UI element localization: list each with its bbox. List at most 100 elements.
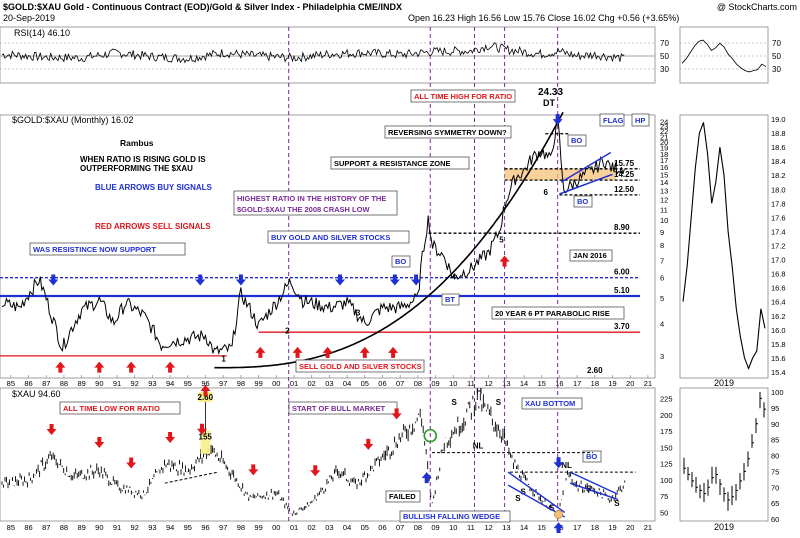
inset-ratio-line [682,122,766,371]
atl-highlight [200,430,211,454]
inset-ratio-y-tick: 16.6 [771,284,786,293]
annotation-all-time-high-box [410,89,516,103]
hline-value: 8.90 [614,223,630,232]
xau-annotation-bo: BO [586,452,597,461]
xau-sell-arrow [310,465,321,477]
annotation-buy-stocks: BUY GOLD AND SILVER STOCKS [271,233,390,242]
xau-annotation-bfw-box [399,510,511,523]
ratio-x-tick: 14 [520,379,528,388]
xau-x-tick: 93 [148,523,156,532]
xau-annotation-failed-box [385,490,421,503]
inset-rsi-y-tick: 70 [772,39,781,48]
ratio-x-tick: 89 [77,379,85,388]
inset-xau-y-tick: 60 [771,515,779,524]
annotation-bo-2: BO [577,197,588,206]
annotation-flag: FLAG [603,116,624,125]
parabolic-curve [214,111,564,369]
ratio-x-tick: 02 [308,379,316,388]
annotation-ratio-rising-2: OUTPERFORMING THE $XAU [80,164,193,173]
annotation-parabolic-box [491,306,625,320]
ratio-y-tick: 12 [660,196,668,205]
annotation-highest-ratio-1: HIGHEST RATIO IN THE HISTORY OF THE [237,194,386,203]
xau-x-tick: 08 [414,523,422,532]
ratio-x-tick: 93 [148,379,156,388]
inset-ratio-y-tick: 18.2 [771,171,786,180]
xau-x-tick: 18 [591,523,599,532]
annotation-sell-stocks-box [295,359,425,373]
xau-x-tick: 14 [520,523,528,532]
xau-nl-label-2: NL [561,461,572,470]
parabola-point-label: 6 [544,188,549,197]
inset-xau-y-tick: 65 [771,499,779,508]
ratio-y-tick: 15 [660,170,668,179]
ratio-x-tick: 88 [60,379,68,388]
xau-sell-arrow [391,408,402,420]
ratio-x-tick: 86 [24,379,32,388]
xau-annotation-bfw: BULLISH FALLING WEDGE [403,512,500,521]
annotation-ratio-rising-1: WHEN RATIO IS RISING GOLD IS [80,155,206,164]
inset-rsi-line [681,39,767,73]
xau-annotation-bo-box [582,450,602,463]
xau-x-tick: 06 [378,523,386,532]
ratio-y-tick: 18 [660,150,668,159]
ratio-x-tick: 21 [644,379,652,388]
annotation-rambus: Rambus [120,138,154,148]
annotation-bo-1: BO [571,136,582,145]
ratio-x-tick: 15 [538,379,546,388]
xau-x-tick: 90 [95,523,103,532]
xau-x-tick: 19 [608,523,616,532]
ratio-x-tick: 95 [184,379,192,388]
xau-x-tick: 95 [184,523,192,532]
xau-hs-label: S [521,487,527,496]
inset-ratio-y-tick: 19.0 [771,115,786,124]
annotation-sr-zone: SUPPORT & RESISTANCE ZONE [334,159,451,168]
sell-signal-arrow [94,361,105,373]
ratio-x-tick: 03 [325,379,333,388]
ohlc-readout: Open 16.23 High 16.56 Low 15.76 Close 16… [408,13,679,23]
xau-hs-label: S [614,499,620,508]
hline-value: 5.10 [614,286,630,295]
xau-x-tick: 00 [272,523,280,532]
xau-trend-line [164,471,218,484]
ratio-x-tick: 04 [343,379,351,388]
rsi-legend: RSI(14) 46.10 [14,28,70,38]
xau-x-tick: 92 [131,523,139,532]
ratio-y-tick: 22 [660,127,668,136]
inset-xau-y-tick: 100 [771,388,784,397]
sell-signal-arrow [165,361,176,373]
xau-nl-label-1: NL [473,442,484,451]
ratio-x-tick: 12 [484,379,492,388]
sell-signal-arrow [499,255,510,267]
annotation-bo-3: BO [395,257,406,266]
inset-ratio-y-tick: 16.4 [771,298,786,307]
xau-x-tick: 87 [42,523,50,532]
inset-ratio-y-tick: 15.6 [771,354,786,363]
atl-value-bg [198,392,213,402]
annotation-bo-1-box [567,134,587,147]
ratio-y-tick: 4 [660,319,664,328]
xau-hs-label: S [549,504,555,513]
sell-signal-arrow [322,346,333,358]
xau-hs-label: S [451,398,457,407]
buy-signal-arrow [389,274,400,286]
inset-ratio-y-tick: 16.2 [771,312,786,321]
ratio-x-tick: 20 [626,379,634,388]
annotation-bo-2-box [573,195,593,208]
annotation-dt: DT [543,98,555,108]
ratio-x-tick: 18 [591,379,599,388]
parabola-point-label: 1 [221,355,226,364]
xau-x-tick: 91 [113,523,121,532]
rsi-y-tick: 30 [660,65,669,74]
flag-lower-line [559,173,613,195]
xau-atl-value: 2.60 [198,393,214,402]
rsi-frame [0,26,656,84]
chart-title: $GOLD:$XAU Gold - Continuous Contract (E… [3,2,402,12]
xau-x-tick: 04 [343,523,351,532]
ratio-y-tick: 20 [660,138,668,147]
annotation-red-arrows: RED ARROWS SELL SIGNALS [95,222,211,231]
xau-y-tick: 50 [660,508,668,517]
ratio-x-tick: 87 [42,379,50,388]
wedge2-upper [569,471,619,495]
xau-y-tick: 175 [660,427,673,436]
